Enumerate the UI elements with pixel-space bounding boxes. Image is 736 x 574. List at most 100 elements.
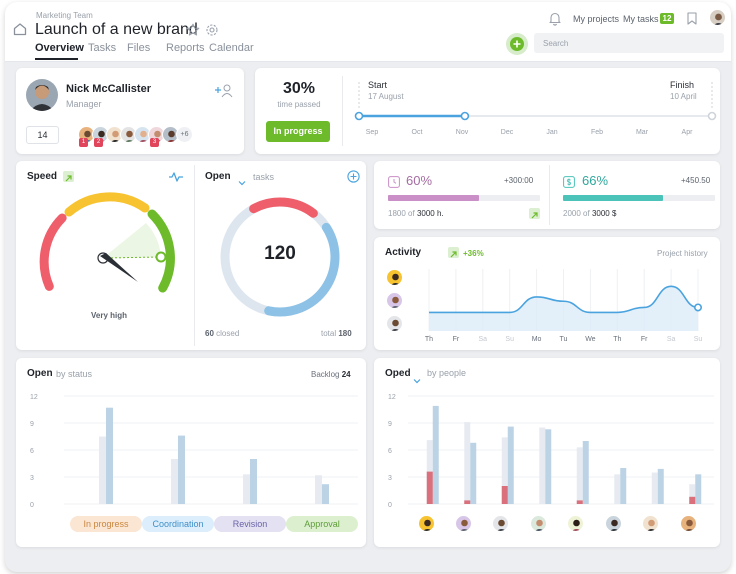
my-projects-link[interactable]: My projects	[573, 14, 620, 24]
people-chart-subtitle: by people	[427, 368, 467, 378]
y-tick-label: 12	[388, 394, 396, 401]
person-avatar[interactable]	[492, 515, 509, 532]
manager-name[interactable]: Nick McCallister	[66, 83, 151, 95]
y-tick-label: 3	[30, 475, 34, 482]
dollar-icon	[563, 175, 575, 193]
star-icon[interactable]	[186, 23, 200, 42]
app-window: Marketing Team Launch of a new brand Ove…	[5, 2, 731, 572]
bar[interactable]	[99, 436, 106, 505]
person-avatar[interactable]	[530, 515, 547, 532]
person-avatar[interactable]	[605, 515, 622, 532]
manager-avatar[interactable]	[26, 79, 58, 111]
bar[interactable]	[171, 459, 178, 504]
bar-overdue[interactable]	[464, 500, 471, 504]
finish-date: 10 April	[670, 92, 697, 101]
bar[interactable]	[651, 472, 658, 505]
bar[interactable]	[250, 459, 257, 504]
gear-icon[interactable]	[205, 23, 219, 42]
pulse-icon[interactable]	[168, 170, 184, 188]
search-input[interactable]: Search	[543, 39, 569, 48]
add-member-icon[interactable]	[214, 82, 234, 103]
tab-calendar[interactable]: Calendar	[209, 42, 254, 54]
bar[interactable]	[620, 468, 627, 504]
month-label: Dec	[501, 129, 514, 136]
tab-files[interactable]: Files	[127, 42, 151, 54]
more-members[interactable]: +6	[176, 126, 193, 143]
bell-icon[interactable]	[548, 11, 562, 31]
status-pill[interactable]: Approval	[286, 516, 358, 532]
activity-avatar[interactable]	[386, 269, 403, 286]
member-avatar[interactable]	[134, 126, 151, 143]
person-avatar[interactable]	[642, 515, 659, 532]
my-tasks-count-badge: 12	[660, 13, 674, 24]
chevron-down-icon[interactable]	[238, 173, 246, 191]
bar-overdue[interactable]	[426, 471, 433, 504]
chevron-down-icon[interactable]	[413, 371, 421, 389]
project-history-link[interactable]: Project history	[657, 249, 708, 258]
bookmark-icon[interactable]	[687, 12, 697, 30]
money-of: of	[583, 209, 590, 218]
activity-x-label: Sa	[667, 336, 676, 343]
open-tasks-value: 120	[264, 243, 296, 264]
bar-overdue[interactable]	[689, 496, 696, 504]
budget-divider	[549, 165, 550, 225]
open-tasks-title: Open	[205, 171, 231, 182]
y-tick-label: 12	[30, 394, 38, 401]
status-pill[interactable]: Coordination	[142, 516, 214, 532]
user-avatar[interactable]	[709, 9, 726, 26]
bar[interactable]	[582, 441, 589, 504]
bar[interactable]	[106, 407, 113, 504]
bar[interactable]	[432, 405, 439, 504]
bar-overdue[interactable]	[501, 486, 508, 504]
my-tasks-link[interactable]: My tasks	[623, 14, 659, 24]
bar[interactable]	[539, 427, 546, 505]
month-label: Apr	[682, 129, 694, 136]
activity-avatar[interactable]	[386, 315, 403, 332]
manager-card: Nick McCallister Manager 14 +6 1 2 3	[16, 68, 244, 154]
team-name[interactable]: Marketing Team	[36, 11, 93, 20]
bar-overdue[interactable]	[576, 500, 583, 504]
bar[interactable]	[470, 442, 477, 504]
status-pill[interactable]: Revision	[214, 516, 286, 532]
bar[interactable]	[689, 484, 696, 504]
bar[interactable]	[178, 435, 185, 504]
bar[interactable]	[695, 474, 702, 504]
bar[interactable]	[315, 475, 322, 504]
hours-total: 3000 h.	[416, 209, 444, 218]
person-avatar[interactable]	[455, 515, 472, 532]
tab-overview[interactable]: Overview	[35, 42, 84, 54]
tab-reports[interactable]: Reports	[166, 42, 205, 54]
add-circle-icon[interactable]	[347, 170, 360, 188]
search-box[interactable]: Search	[534, 33, 724, 53]
bar[interactable]	[501, 437, 508, 504]
activity-x-label: We	[585, 336, 595, 343]
status-pill[interactable]: In progress	[70, 516, 142, 532]
activity-avatar[interactable]	[386, 292, 403, 309]
bar[interactable]	[657, 468, 664, 504]
bar[interactable]	[243, 474, 250, 504]
home-icon[interactable]	[13, 22, 27, 41]
bar[interactable]	[507, 426, 514, 504]
person-avatar[interactable]	[567, 515, 584, 532]
tab-tasks[interactable]: Tasks	[88, 42, 117, 54]
speed-open-divider	[194, 165, 195, 346]
activity-x-label: Tu	[560, 336, 568, 343]
bar[interactable]	[545, 429, 552, 504]
member-count-box[interactable]: 14	[26, 126, 59, 144]
add-button[interactable]	[510, 37, 524, 51]
bar[interactable]	[464, 422, 471, 504]
activity-x-label: Su	[694, 336, 703, 343]
person-avatar[interactable]	[418, 515, 435, 532]
y-tick-label: 9	[388, 421, 392, 428]
backlog[interactable]: Backlog 24	[311, 370, 351, 379]
bar[interactable]	[614, 474, 621, 504]
status-button[interactable]: In progress	[266, 121, 330, 142]
person-avatar[interactable]	[680, 515, 697, 532]
bar[interactable]	[576, 447, 583, 504]
notification-badge: 3	[150, 138, 159, 147]
y-tick-label: 6	[30, 448, 34, 455]
speed-gauge	[39, 192, 175, 293]
bar[interactable]	[322, 484, 329, 504]
activity-endpoint[interactable]	[693, 303, 702, 312]
closed-label: closed	[216, 329, 240, 338]
